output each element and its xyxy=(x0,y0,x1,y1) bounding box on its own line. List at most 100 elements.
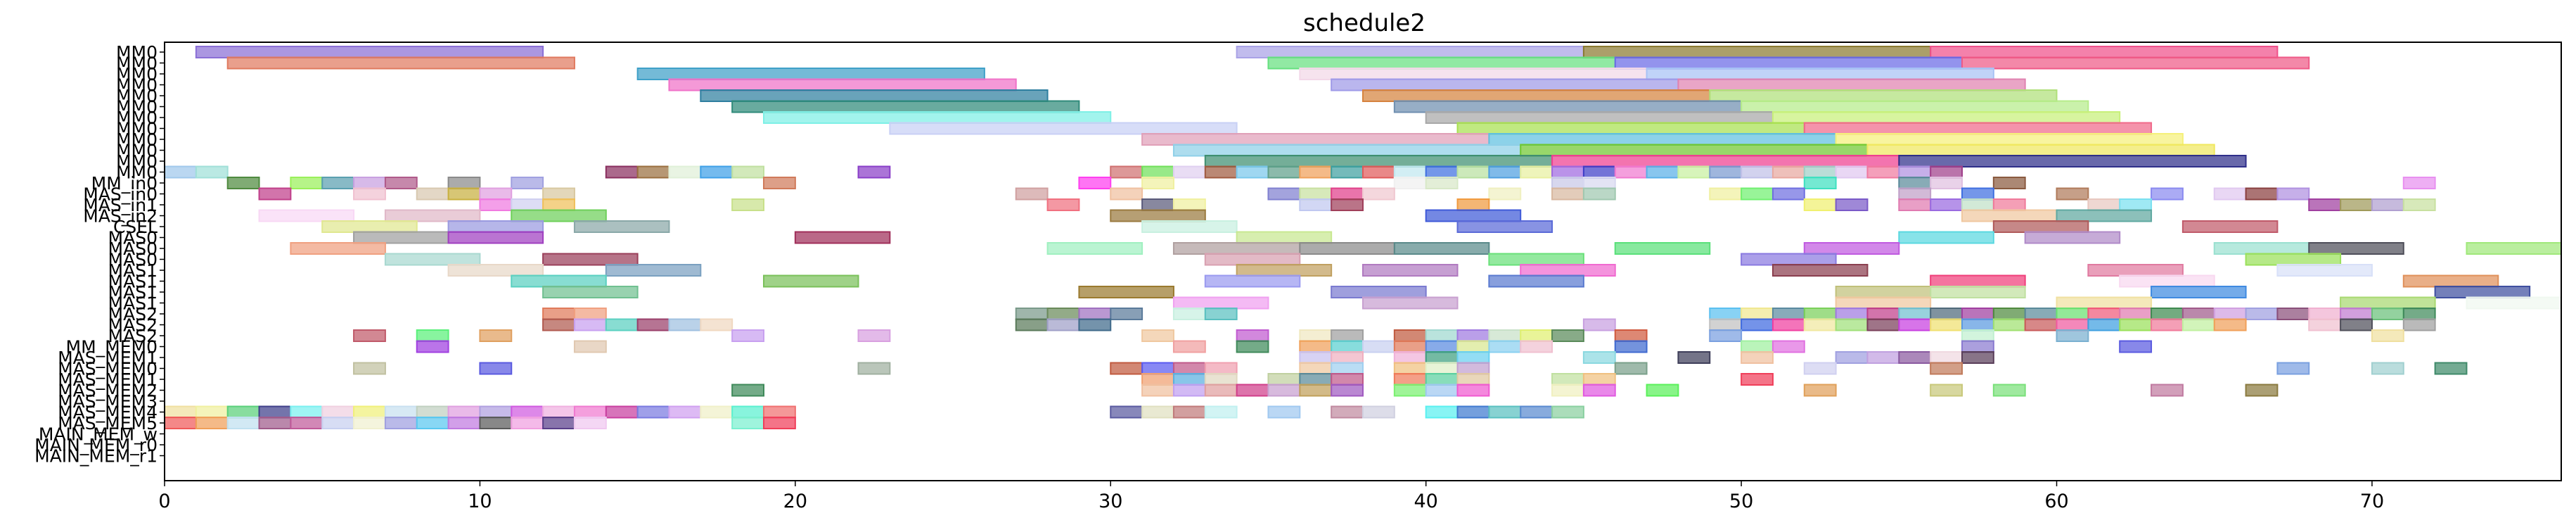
task-bar xyxy=(1425,209,1522,222)
task-bar xyxy=(2213,242,2310,255)
task-bar xyxy=(353,362,386,375)
task-bar xyxy=(2151,384,2184,397)
task-bar xyxy=(1898,165,1932,179)
task-bar xyxy=(605,165,639,179)
task-bar xyxy=(2213,318,2247,331)
task-bar xyxy=(1236,340,1269,353)
task-bar xyxy=(1835,308,1869,320)
task-bar xyxy=(511,274,607,288)
task-bar xyxy=(1835,351,1869,364)
task-bar xyxy=(1141,373,1174,386)
task-bar xyxy=(416,187,449,201)
task-bar xyxy=(857,165,891,179)
task-bar xyxy=(195,417,229,429)
task-bar xyxy=(2340,308,2373,320)
task-bar xyxy=(1961,187,1994,201)
task-bar xyxy=(668,78,1017,91)
task-bar xyxy=(700,318,733,331)
y-tick-label: MM_MEM0 xyxy=(66,337,158,358)
task-bar xyxy=(1456,362,1490,375)
y-tick-label: MAS0 xyxy=(108,228,158,248)
task-bar xyxy=(2056,187,2089,201)
y-tick-label: MM0 xyxy=(116,108,158,128)
y-tick-label: MM0 xyxy=(116,86,158,106)
task-bar xyxy=(1677,165,1711,179)
task-bar xyxy=(573,405,607,419)
task-bar xyxy=(2056,329,2089,342)
task-bar xyxy=(542,417,575,429)
task-bar xyxy=(573,340,607,353)
task-bar xyxy=(889,122,1238,135)
task-bar xyxy=(1646,384,1679,397)
task-bar xyxy=(447,264,544,277)
task-bar xyxy=(1898,308,1932,320)
task-bar xyxy=(1015,318,1049,331)
task-bar xyxy=(2119,318,2153,331)
task-bar xyxy=(416,340,449,353)
task-bar xyxy=(1930,177,1963,189)
task-bar xyxy=(258,187,292,201)
y-tick-label: MAS2 xyxy=(108,315,158,336)
task-bar xyxy=(321,177,355,189)
task-bar xyxy=(2371,362,2404,375)
task-bar xyxy=(447,417,481,429)
task-bar xyxy=(2024,231,2121,244)
task-bar xyxy=(2151,286,2247,298)
task-bar xyxy=(1172,308,1206,320)
task-bar xyxy=(1520,340,1553,353)
task-bar xyxy=(1520,329,1553,342)
task-bar xyxy=(1331,187,1364,201)
task-bar xyxy=(1709,89,2058,102)
task-bar xyxy=(1393,242,1490,255)
y-tick-label: MAS_MEM2 xyxy=(58,381,158,401)
task-bar xyxy=(1582,165,1616,179)
task-bar xyxy=(226,56,575,70)
task-bar xyxy=(290,405,323,419)
task-bar xyxy=(2213,187,2247,201)
task-bar xyxy=(290,417,323,429)
task-bar xyxy=(1236,165,1269,179)
y-tick-label: MM0 xyxy=(116,151,158,172)
task-bar xyxy=(353,417,386,429)
task-bar xyxy=(2402,198,2436,211)
task-bar xyxy=(1803,362,1837,375)
task-bar xyxy=(1267,165,1301,179)
task-bar xyxy=(164,417,197,429)
task-bar xyxy=(2087,318,2121,331)
y-tick-label: MAS_MEM4 xyxy=(58,403,158,423)
task-bar xyxy=(2151,308,2184,320)
task-bar xyxy=(1204,405,1238,419)
task-bar xyxy=(1425,373,1459,386)
task-bar xyxy=(1331,373,1364,386)
task-bar xyxy=(1046,198,1080,211)
task-bar xyxy=(1582,384,1616,397)
task-bar xyxy=(1267,373,1301,386)
task-bar xyxy=(636,165,670,179)
y-tick-label: MAS_MEM3 xyxy=(58,391,158,412)
task-bar xyxy=(2151,187,2184,201)
y-tick-label: MAS1 xyxy=(108,282,158,303)
task-bar xyxy=(1930,198,1963,211)
task-bar xyxy=(1172,373,1206,386)
task-bar xyxy=(1456,198,1490,211)
task-bar xyxy=(1488,274,1584,288)
task-bar xyxy=(1866,144,2215,157)
task-bar xyxy=(857,329,891,342)
task-bar xyxy=(1835,133,2184,146)
task-bar xyxy=(2340,198,2373,211)
task-bar xyxy=(573,220,670,233)
task-bar xyxy=(542,187,575,201)
task-bar xyxy=(1393,177,1427,189)
task-bar xyxy=(1741,373,1774,386)
task-bar xyxy=(321,405,355,419)
bars-layer xyxy=(164,46,2562,429)
task-bar xyxy=(573,308,607,320)
y-tick-label: MM_in0 xyxy=(91,173,158,194)
task-bar xyxy=(1204,155,1553,167)
task-bar xyxy=(1172,296,1269,310)
task-bar xyxy=(1992,220,2089,233)
task-bar xyxy=(1771,264,1869,277)
task-bar xyxy=(1930,286,2026,298)
task-bar xyxy=(1866,308,1900,320)
task-bar xyxy=(1204,253,1301,266)
